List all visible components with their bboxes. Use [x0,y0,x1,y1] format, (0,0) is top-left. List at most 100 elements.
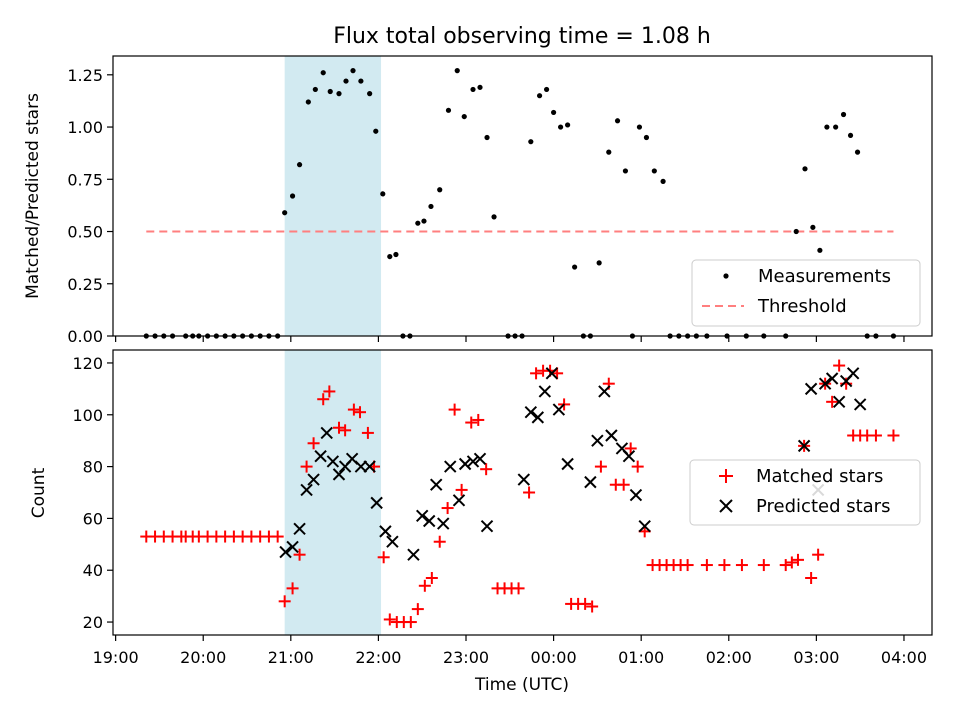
measurement-point [320,70,326,76]
bottom-x-tick-label: 01:00 [618,648,664,667]
predicted-star-point [524,405,538,419]
measurement-point [550,109,557,116]
predicted-star-point [326,455,340,468]
predicted-star-point [279,545,292,559]
matched-star-point [631,460,644,473]
bottom-y-axis-label: Count [29,467,49,518]
chart-title: Flux total observing time = 1.08 h [333,24,711,49]
bottom-x-tick-label: 20:00 [180,648,226,667]
measurements-series [143,68,897,339]
measurement-point [282,210,288,216]
predicted-star-point [531,411,545,424]
matched-star-point [377,551,390,564]
predicted-star-point [846,367,860,380]
measurement-point [350,68,356,74]
predicted-star-point [517,473,531,486]
predicted-star-point [307,473,320,486]
measurement-point [854,149,861,155]
measurement-point [367,91,373,97]
matched-star-point [465,416,478,429]
matched-star-point [617,478,630,491]
matched-star-point [271,530,284,543]
bottom-panel: 20 40 60 80 100 120 19:00 20:00 21:00 22:00 23:00… [29,349,933,695]
predicted-star-point [458,457,472,471]
measurement-point [840,111,847,118]
measurement-point [312,86,318,93]
predicted-star-point [797,439,811,453]
measurement-point [358,78,364,84]
predicted-star-point [638,519,651,533]
measurement-point [810,224,816,230]
top-legend-box [691,259,921,327]
measurement-point [565,122,571,128]
matched-star-point [448,403,461,416]
predicted-star-point [545,367,559,380]
bottom-y-tick-label: 60 [83,509,103,528]
predicted-star-point [480,519,494,533]
top-y-tick-label: 1.25 [67,66,103,85]
measurement-point [572,264,578,270]
bottom-x-tick-label: 22:00 [355,648,401,667]
matched-star-point [530,367,543,380]
matched-star-point [418,579,431,592]
matched-star-point [869,429,882,442]
top-highlight-band [284,56,382,336]
bottom-x-tick-label: 03:00 [793,648,839,667]
measurement-point [343,78,349,84]
matched-star-point [523,486,536,499]
measurement-point [817,247,823,253]
top-legend: Measurements Threshold [691,259,921,327]
matched-star-point [411,603,424,616]
bottom-y-tick-label: 20 [83,613,103,632]
matched-star-point [433,535,446,548]
predicted-star-point [552,403,566,416]
predicted-star-point [598,385,611,398]
predicted-star-point [314,450,327,463]
predicted-star-point [605,429,618,442]
matched-star-point [779,559,792,572]
bottom-legend-box [689,459,921,526]
matched-star-point [472,413,485,426]
legend-predicted-marker [719,499,733,513]
legend-measurements-label: Measurements [758,266,891,287]
predicted-star-point [293,522,306,535]
predicted-star-point [415,509,429,523]
measurement-point [643,134,650,141]
measurement-point [660,178,666,184]
predicted-star-point [466,455,480,468]
measurement-point [824,124,830,130]
predicted-star-point [386,535,399,548]
predicted-star-point [363,460,376,473]
measurement-point [528,139,534,145]
matched-star-point [300,460,313,473]
bottom-legend: Matched stars Predicted stars [689,459,921,526]
matched-star-point [826,395,839,408]
matched-star-point [441,502,454,515]
measurement-point [393,251,399,258]
measurement-point [305,99,311,105]
legend-matched-marker [719,469,733,483]
matched-star-point [624,442,637,455]
bottom-x-tick-label: 02:00 [706,648,752,667]
bottom-y-tick-label: 80 [83,458,103,477]
measurement-point [387,253,393,260]
bottom-y-tick-label: 120 [72,354,103,373]
bottom-x-tick-label: 00:00 [531,648,577,667]
top-y-axis-label: Matched/Predicted stars [23,93,43,299]
measurement-point [558,124,564,130]
matched-star-point [317,393,330,406]
predicted-star-point [473,452,487,466]
bottom-y-ticks: 20 40 60 80 100 120 [72,354,113,632]
measurement-point [454,68,460,74]
matched-star-point [791,553,804,566]
measurement-point [461,113,467,120]
measurement-point [437,187,443,193]
predicted-star-point [354,460,368,473]
top-y-ticks: 0.00 0.25 0.50 0.75 1.00 1.25 [67,66,113,346]
bottom-highlight-band [284,350,382,635]
matched-star-point [681,559,694,572]
bottom-x-tick-label: 19:00 [93,648,139,667]
measurement-point [802,166,808,172]
measurement-point [651,168,657,174]
predicted-star-point [853,398,867,411]
